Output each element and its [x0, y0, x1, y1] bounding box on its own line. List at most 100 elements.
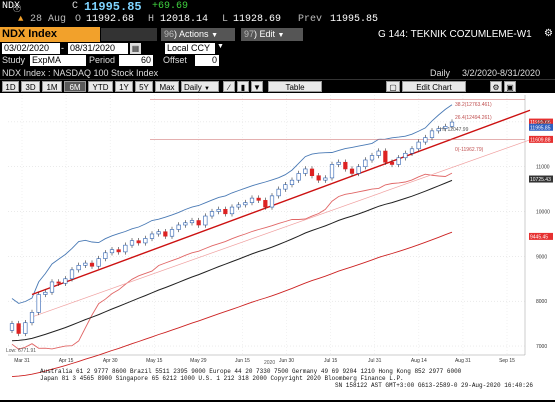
price-tag-box [529, 175, 553, 183]
prev-value: 11995.85 [330, 14, 379, 25]
candle-body [69, 269, 75, 280]
candle-body [183, 222, 188, 226]
x-tick-label: Mar 31 [14, 358, 30, 364]
ema-line [11, 179, 453, 342]
candle-body [76, 265, 81, 271]
settings-gear-icon[interactable]: ⚙ [544, 28, 553, 39]
period-button-3d[interactable]: 3D [21, 81, 40, 92]
settings-gear-icon[interactable]: ⚙ [490, 81, 502, 92]
fib-label-3: 0(-11962.79) [455, 147, 484, 153]
y-tick-label: 9000 [536, 254, 547, 260]
ema-long-line [11, 231, 453, 378]
candle-body [443, 126, 448, 129]
period-button-1y[interactable]: 1Y [115, 81, 133, 92]
actions-button[interactable]: 96) Actions ▼ [161, 28, 235, 41]
line-chart-icon[interactable]: ∕ [223, 81, 235, 92]
footer-line-3: SN 158122 AST GMT+3:00 G613-2589-0 29-Au… [335, 382, 533, 389]
ticker-label: NDX [2, 1, 21, 12]
fib-label-1: 38.2(12763.461) [455, 102, 492, 108]
candle-body [369, 155, 375, 161]
chevron-down-icon[interactable]: ▼ [217, 43, 224, 50]
y-tick-label: 12000 [536, 120, 550, 126]
bar-chart-icon[interactable]: ▮ [237, 81, 249, 92]
price-tag-label: 11995.85 [530, 125, 551, 131]
prev-label: Prev [298, 14, 323, 25]
candle-body [96, 258, 101, 267]
info-icon[interactable]: ⓘ [13, 5, 21, 14]
candle-body [123, 244, 128, 253]
y-axis-labels: 12000 11000 10000 9000 8000 7000 [536, 120, 550, 350]
period-button-5y[interactable]: 5Y [135, 81, 153, 92]
security-field[interactable]: NDX Index [0, 27, 100, 42]
actions-label: Actions [179, 29, 209, 39]
candles-layer [9, 119, 455, 337]
candle-body [376, 150, 381, 156]
up-arrow-icon: ▲ [18, 14, 24, 24]
period-button-max[interactable]: Max [155, 81, 179, 92]
period-button-1m[interactable]: 1M [42, 81, 62, 92]
start-date-field[interactable]: 03/02/2020 [2, 43, 60, 54]
index-description: NDX Index : NASDAQ 100 Stock Index [2, 68, 159, 78]
frequency-label: Daily [430, 68, 451, 78]
candle-body [423, 137, 428, 143]
period-button-ytd[interactable]: YTD [88, 81, 113, 92]
main-toolbar: NDX Index 96) Actions ▼ 97) Edit ▼ G 144… [0, 27, 555, 42]
candle-body [63, 278, 68, 284]
x-tick-label: Jun 15 [235, 358, 250, 364]
currency-select[interactable]: Local CCY [165, 43, 215, 54]
calendar-icon[interactable]: ▦ [130, 43, 141, 54]
offset-field[interactable]: 0 [195, 55, 219, 66]
period-button-1d[interactable]: 1D [2, 81, 19, 92]
candle-body [209, 211, 215, 217]
chevron-down-icon[interactable]: ▼ [251, 81, 263, 92]
high-annotation: Hi: 12047.99 [440, 127, 469, 133]
frequency-select[interactable]: Daily ▼ [181, 81, 219, 92]
candle-body [323, 177, 328, 181]
study-select[interactable]: ExpMA [30, 55, 86, 66]
price-chart[interactable]: 11995.85 11995.85 11609.88 10725.43 9445.45 … [0, 87, 555, 400]
chevron-down-icon: ▼ [204, 86, 210, 92]
candle-body [16, 323, 21, 334]
security-blank[interactable] [101, 28, 157, 41]
period-field[interactable]: 60 [119, 55, 153, 66]
info-bar: NDX Index : NASDAQ 100 Stock Index Daily… [0, 67, 555, 79]
period-label: Period [89, 55, 116, 65]
x-tick-label: Jul 31 [368, 358, 382, 364]
candle-body [43, 291, 48, 295]
candle-body [396, 157, 401, 165]
candle-body [316, 175, 321, 181]
save-icon[interactable]: ▣ [504, 81, 516, 92]
candle-body [309, 168, 315, 176]
footer-line-1: Australia 61 2 9777 8600 Brazil 5511 239… [40, 368, 462, 375]
candle-body [289, 179, 295, 185]
candle-body [383, 150, 388, 163]
candle-body [416, 141, 421, 150]
chart-canvas[interactable]: 11995.8511995.8511609.8810725.439445.45 … [0, 87, 555, 400]
chevron-down-icon: ▼ [211, 32, 218, 39]
table-button[interactable]: Table [268, 81, 322, 92]
candle-body [223, 209, 228, 215]
edit-chart-button[interactable]: Edit Chart [402, 81, 466, 92]
zoom-icon[interactable]: ▢ [386, 81, 400, 92]
candle-body [349, 168, 355, 174]
x-tick-label: May 29 [190, 358, 207, 364]
open-value: 11992.68 [86, 14, 135, 25]
plot-background [0, 93, 555, 400]
candle-body [243, 202, 248, 206]
end-date-field[interactable]: 08/31/2020 [68, 43, 128, 54]
y-tick-label: 10000 [536, 210, 550, 216]
period-button-6m[interactable]: 6M [64, 81, 86, 92]
candle-body [263, 200, 268, 208]
candle-body [216, 209, 221, 212]
price-tag-box [529, 135, 553, 143]
edit-button[interactable]: 97) Edit ▼ [241, 28, 303, 41]
candle-body [276, 188, 281, 197]
chevron-down-icon: ▼ [277, 32, 285, 39]
candle-body [343, 161, 348, 170]
candle-body [203, 215, 208, 226]
grid [8, 95, 526, 356]
low-annotation: Low: 6771.91 [6, 348, 36, 354]
high-label: H [148, 14, 155, 25]
candle-body [269, 195, 275, 208]
fib-label-2: 26.4(12494.261) [455, 115, 492, 121]
